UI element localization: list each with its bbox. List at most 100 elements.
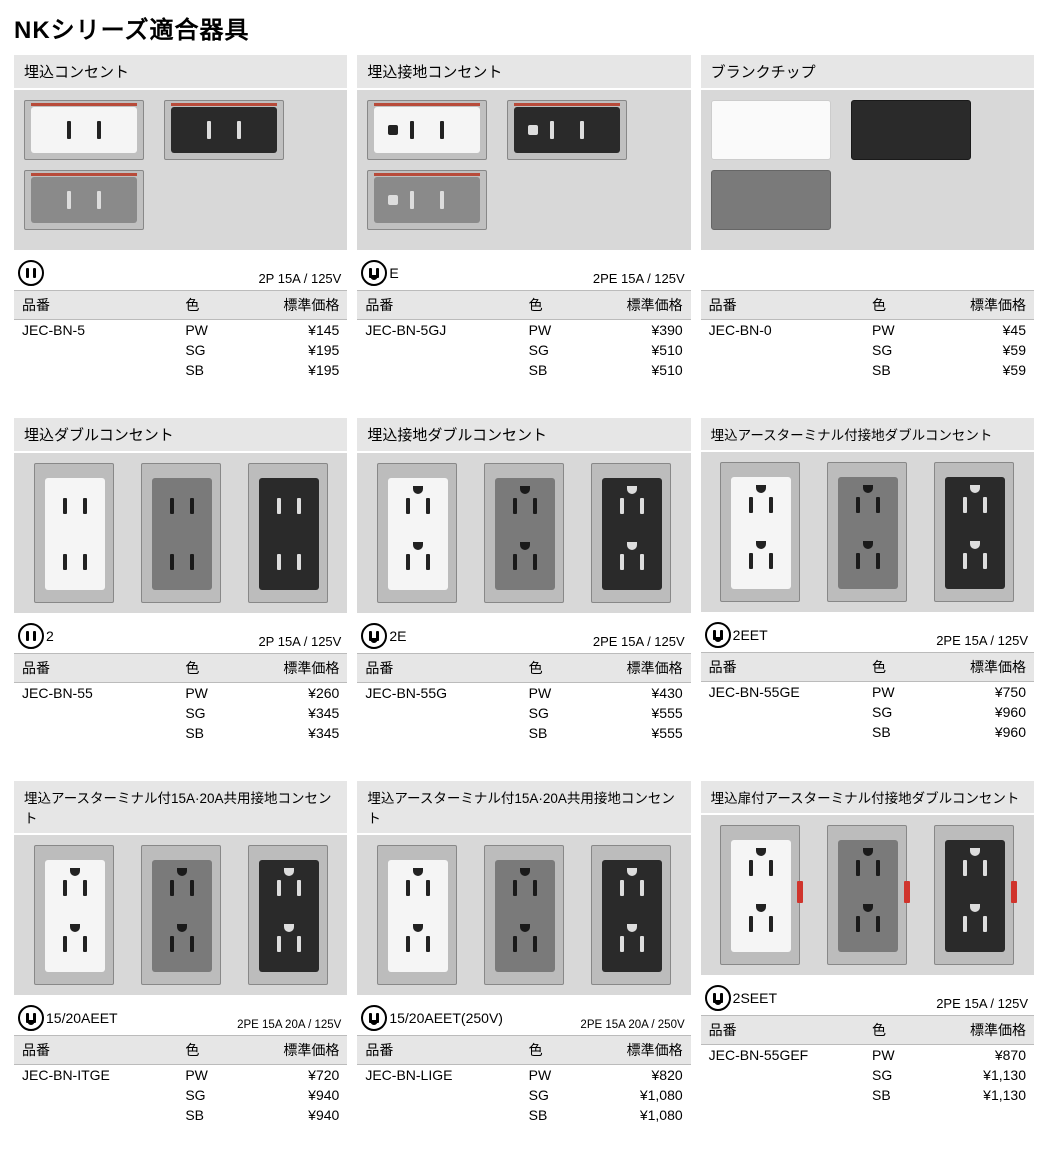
rating-label: 2PE 15A / 125V — [593, 634, 685, 649]
cell-price: ¥195 — [247, 360, 347, 380]
cell-part — [14, 1085, 177, 1105]
th-color: 色 — [521, 654, 591, 683]
product-grid: 埋込コンセント2P 15A / 125V品番色標準価格JEC-BN-5PW¥14… — [14, 55, 1034, 1153]
cell-color: SB — [177, 723, 247, 743]
th-part: 品番 — [701, 1016, 864, 1045]
rating-label: 2P 15A / 125V — [258, 634, 341, 649]
spec-row: 2 2P 15A / 125V — [14, 613, 347, 653]
cell-part — [14, 703, 177, 723]
rating-label: 2P 15A / 125V — [258, 271, 341, 286]
cell-color: SB — [864, 722, 934, 742]
price-table: 品番色標準価格JEC-BN-LIGEPW¥820SG¥1,080SB¥1,080 — [357, 1035, 690, 1125]
outlet-symbol-icon — [361, 623, 387, 649]
th-color: 色 — [521, 291, 591, 320]
rating-label: 2PE 15A 20A / 125V — [237, 1019, 341, 1031]
table-row: SG¥960 — [701, 702, 1034, 722]
cell-part — [701, 722, 864, 742]
cell-price: ¥820 — [591, 1065, 691, 1086]
product-card: 埋込アースターミナル付接地ダブルコンセント2EET2PE 15A / 125V品… — [701, 418, 1034, 743]
table-row: JEC-BN-55GEPW¥750 — [701, 682, 1034, 703]
th-price: 標準価格 — [247, 654, 347, 683]
cell-price: ¥555 — [591, 703, 691, 723]
table-row: SG¥555 — [357, 703, 690, 723]
cell-color: SB — [521, 1105, 591, 1125]
spec-sub-label: E — [389, 265, 398, 281]
th-color: 色 — [177, 654, 247, 683]
spec-row: 15/20AEET 2PE 15A 20A / 125V — [14, 995, 347, 1035]
cell-part: JEC-BN-LIGE — [357, 1065, 520, 1086]
outlet-symbol-icon — [361, 1005, 387, 1031]
cell-color: SB — [521, 360, 591, 380]
th-price: 標準価格 — [934, 653, 1034, 682]
cell-price: ¥1,080 — [591, 1085, 691, 1105]
table-row: SG¥345 — [14, 703, 347, 723]
spec-sub-label: 15/20AEET — [46, 1010, 118, 1026]
cell-color: PW — [177, 1065, 247, 1086]
cell-price: ¥1,080 — [591, 1105, 691, 1125]
th-price: 標準価格 — [247, 1036, 347, 1065]
card-title: 埋込コンセント — [14, 55, 347, 88]
table-row: JEC-BN-5PW¥145 — [14, 320, 347, 341]
th-color: 色 — [177, 1036, 247, 1065]
spec-row: 2SEET2PE 15A / 125V — [701, 975, 1034, 1015]
product-image-area — [357, 835, 690, 995]
card-title: ブランクチップ — [701, 55, 1034, 88]
spec-row: 2P 15A / 125V — [14, 250, 347, 290]
table-row: JEC-BN-5GJPW¥390 — [357, 320, 690, 341]
card-title: 埋込アースターミナル付接地ダブルコンセント — [701, 418, 1034, 450]
cell-color: SG — [521, 703, 591, 723]
cell-price: ¥345 — [247, 723, 347, 743]
cell-color: PW — [521, 320, 591, 341]
cell-color: SG — [521, 340, 591, 360]
cell-price: ¥145 — [247, 320, 347, 341]
cell-price: ¥510 — [591, 340, 691, 360]
table-row: SB¥195 — [14, 360, 347, 380]
cell-price: ¥940 — [247, 1105, 347, 1125]
rating-label: 2PE 15A 20A / 250V — [580, 1019, 684, 1031]
cell-part — [701, 1085, 864, 1105]
product-image-area — [14, 90, 347, 250]
th-part: 品番 — [357, 291, 520, 320]
cell-price: ¥555 — [591, 723, 691, 743]
cell-price: ¥45 — [934, 320, 1034, 341]
table-row: SG¥1,130 — [701, 1065, 1034, 1085]
spec-row: 15/20AEET(250V)2PE 15A 20A / 250V — [357, 995, 690, 1035]
th-color: 色 — [521, 1036, 591, 1065]
product-image-area — [14, 453, 347, 613]
cell-color: SG — [177, 340, 247, 360]
table-row: JEC-BN-0PW¥45 — [701, 320, 1034, 341]
outlet-symbol-icon — [705, 622, 731, 648]
cell-color: SB — [864, 1085, 934, 1105]
cell-part — [14, 723, 177, 743]
cell-color: SG — [864, 702, 934, 722]
cell-part: JEC-BN-55GEF — [701, 1045, 864, 1066]
spec-sub-label: 2SEET — [733, 990, 777, 1006]
table-row: SG¥59 — [701, 340, 1034, 360]
table-row: SB¥59 — [701, 360, 1034, 380]
cell-color: SB — [521, 723, 591, 743]
cell-part — [701, 340, 864, 360]
table-row: SB¥510 — [357, 360, 690, 380]
cell-part: JEC-BN-55GE — [701, 682, 864, 703]
table-row: JEC-BN-ITGEPW¥720 — [14, 1065, 347, 1086]
product-card: 埋込ダブルコンセント22P 15A / 125V品番色標準価格JEC-BN-55… — [14, 418, 347, 743]
price-table: 品番色標準価格JEC-BN-5GJPW¥390SG¥510SB¥510 — [357, 290, 690, 380]
price-table: 品番色標準価格JEC-BN-55PW¥260SG¥345SB¥345 — [14, 653, 347, 743]
cell-part: JEC-BN-5 — [14, 320, 177, 341]
cell-color: PW — [521, 683, 591, 704]
spec-sub-label: 2 — [46, 628, 54, 644]
cell-color: PW — [521, 1065, 591, 1086]
cell-price: ¥960 — [934, 722, 1034, 742]
th-part: 品番 — [357, 1036, 520, 1065]
spec-sub-label: 2E — [389, 628, 406, 644]
product-card: 埋込コンセント2P 15A / 125V品番色標準価格JEC-BN-5PW¥14… — [14, 55, 347, 380]
table-row: SG¥1,080 — [357, 1085, 690, 1105]
product-card: 埋込接地ダブルコンセント2E2PE 15A / 125V品番色標準価格JEC-B… — [357, 418, 690, 743]
product-image-area — [701, 815, 1034, 975]
cell-color: PW — [177, 683, 247, 704]
cell-part — [357, 1105, 520, 1125]
price-table: 品番色標準価格JEC-BN-ITGEPW¥720SG¥940SB¥940 — [14, 1035, 347, 1125]
cell-part: JEC-BN-0 — [701, 320, 864, 341]
cell-part — [357, 703, 520, 723]
outlet-symbol-icon — [18, 623, 44, 649]
